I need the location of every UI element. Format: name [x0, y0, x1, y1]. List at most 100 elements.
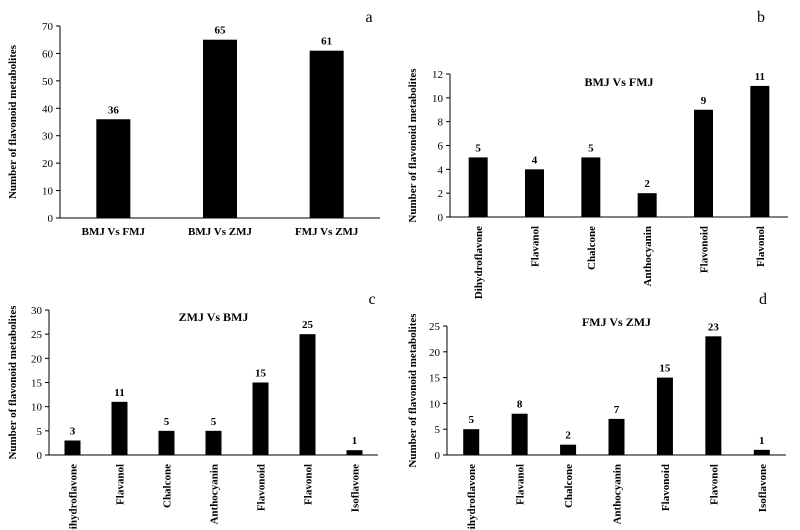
y-tick-label: 5	[435, 424, 441, 436]
y-tick-label: 40	[42, 103, 54, 115]
data-label: 5	[211, 416, 217, 428]
bar	[299, 334, 316, 455]
category-label: Chalcone	[563, 464, 575, 508]
y-tick-label: 12	[432, 69, 443, 81]
y-tick-label: 2	[438, 188, 444, 200]
bar	[705, 336, 722, 455]
category-label: Dihydroflavone	[68, 464, 80, 530]
bar	[252, 382, 269, 455]
bar	[468, 157, 488, 217]
category-label: Isoflavone	[350, 464, 362, 512]
bar	[111, 401, 128, 455]
data-label: 11	[114, 387, 124, 399]
category-label: Flavonol	[755, 226, 767, 267]
category-label: Anthocyanin	[642, 226, 654, 287]
chart-title: ZMJ Vs BMJ	[179, 310, 249, 324]
data-label: 2	[565, 430, 571, 442]
bar	[637, 193, 657, 217]
category-label: Dihydroflavone	[466, 464, 478, 530]
data-label: 7	[614, 404, 620, 416]
y-tick-label: 30	[42, 131, 54, 143]
data-label: 25	[302, 319, 314, 331]
y-tick-label: 0	[37, 450, 43, 462]
y-tick-label: 0	[435, 450, 441, 462]
category-label: Flavonoid	[660, 464, 672, 511]
chart-panel-a: 0 10 20 30 40 50 60 70 36 BMJ Vs FMJ 65 BMJ Vs ZMJ 6…	[7, 9, 380, 238]
category-label: Anthocyanin	[612, 464, 624, 525]
y-tick-label: 4	[438, 164, 444, 176]
y-tick-label: 70	[42, 21, 54, 33]
data-label: 61	[321, 36, 332, 48]
bar	[309, 50, 344, 218]
data-label: 36	[108, 104, 120, 116]
y-tick-label: 5	[37, 426, 43, 438]
y-axis-label: Number of flavonoid metabolites	[7, 44, 19, 199]
y-tick-label: 10	[31, 402, 43, 414]
data-label: 8	[517, 399, 523, 411]
bar	[346, 450, 363, 455]
data-label: 2	[644, 178, 650, 190]
y-tick-label: 60	[42, 48, 54, 60]
bar	[511, 413, 528, 455]
bar	[694, 109, 713, 217]
data-label: 3	[70, 426, 76, 438]
chart-title: BMJ Vs FMJ	[584, 75, 653, 89]
y-axis-label: Number of flavonoid metabolites	[7, 305, 19, 460]
data-label: 5	[475, 142, 481, 154]
y-tick-label: 0	[438, 212, 444, 224]
category-label: Chalcone	[586, 226, 598, 270]
category-label: Flavonoid	[256, 464, 268, 511]
data-label: 5	[588, 142, 594, 154]
y-tick-label: 10	[429, 398, 441, 410]
y-tick-label: 6	[438, 141, 444, 153]
category-label: Flavonol	[708, 464, 720, 505]
data-label: 23	[708, 321, 720, 333]
data-label: 15	[659, 363, 671, 375]
panel-label: a	[365, 9, 372, 26]
category-label: Anthocyanin	[209, 464, 221, 525]
panel-label: d	[759, 291, 767, 308]
y-tick-label: 15	[429, 373, 441, 385]
category-label: BMJ Vs FMJ	[82, 226, 146, 238]
bar	[608, 418, 625, 455]
bar	[560, 444, 577, 455]
data-label: 65	[215, 25, 227, 37]
y-tick-label: 25	[31, 329, 43, 341]
data-label: 5	[164, 416, 170, 428]
category-label: Isoflavone	[757, 464, 769, 512]
category-label: Chalcone	[162, 464, 174, 508]
chart-panel-c: 0 5 10 15 20 25 30 3 Dihydroflavone 11 Flavanol 5 Ch…	[7, 291, 378, 530]
panel-label: b	[757, 9, 765, 26]
bar	[525, 169, 544, 217]
y-axis-label: Number of flavonoid metabolites	[407, 68, 419, 223]
category-label: Dihydroflavone	[473, 226, 485, 299]
y-tick-label: 30	[31, 305, 43, 317]
data-label: 15	[255, 368, 267, 380]
category-label: Flavonol	[303, 464, 315, 505]
y-tick-label: 15	[31, 378, 43, 390]
bar	[750, 85, 770, 218]
bar	[581, 157, 601, 217]
category-label: Flavanol	[530, 226, 542, 267]
panel-label: c	[368, 291, 375, 308]
data-label: 9	[701, 95, 707, 107]
bar	[203, 39, 237, 218]
chart-title: FMJ Vs ZMJ	[582, 315, 651, 329]
category-label: Flavanol	[515, 464, 527, 505]
bar	[463, 429, 480, 455]
category-label: BMJ Vs ZMJ	[188, 226, 252, 238]
y-tick-label: 20	[42, 158, 54, 170]
bar	[96, 119, 131, 218]
chart-panel-b: 0 2 4 6 8 10 12 5 Dihydroflavone 4 Flavanol 5 Chalco…	[407, 9, 788, 299]
y-tick-label: 10	[42, 186, 54, 198]
y-tick-label: 20	[429, 347, 441, 359]
category-label: FMJ Vs ZMJ	[295, 226, 359, 238]
data-label: 5	[468, 414, 474, 426]
y-tick-label: 20	[31, 353, 43, 365]
y-tick-label: 25	[429, 321, 441, 333]
data-label: 11	[755, 71, 765, 83]
y-tick-label: 8	[438, 117, 444, 129]
category-label: Flavanol	[115, 464, 127, 505]
y-axis-label: Number of flavonoid metabolites	[407, 313, 419, 468]
